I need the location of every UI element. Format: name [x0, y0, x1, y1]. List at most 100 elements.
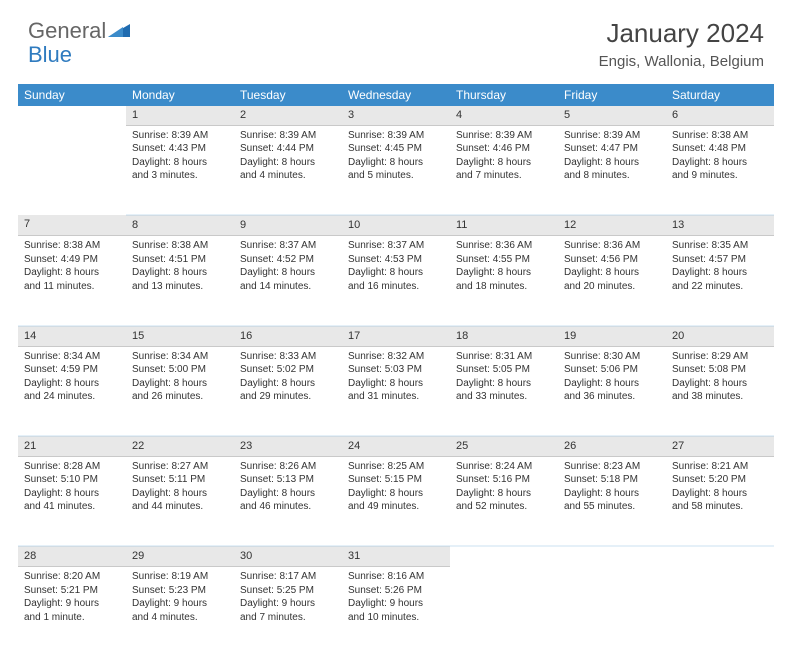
sunset-text: Sunset: 5:18 PM — [564, 473, 660, 487]
daylight-text: Daylight: 8 hours — [456, 377, 552, 391]
day-data-cell: Sunrise: 8:35 AMSunset: 4:57 PMDaylight:… — [666, 236, 774, 326]
daylight-text: Daylight: 8 hours — [348, 487, 444, 501]
day-number-cell: 8 — [126, 215, 234, 235]
day-data-row: Sunrise: 8:28 AMSunset: 5:10 PMDaylight:… — [18, 456, 774, 546]
weekday-header: Tuesday — [234, 84, 342, 106]
day-number-cell: 1 — [126, 106, 234, 125]
sunrise-text: Sunrise: 8:16 AM — [348, 570, 444, 584]
day-number-cell: 5 — [558, 106, 666, 125]
daylight-text: and 38 minutes. — [672, 390, 768, 404]
day-data-cell: Sunrise: 8:39 AMSunset: 4:46 PMDaylight:… — [450, 125, 558, 215]
sunset-text: Sunset: 4:51 PM — [132, 253, 228, 267]
day-data-row: Sunrise: 8:39 AMSunset: 4:43 PMDaylight:… — [18, 125, 774, 215]
day-data-cell: Sunrise: 8:30 AMSunset: 5:06 PMDaylight:… — [558, 346, 666, 436]
daylight-text: and 52 minutes. — [456, 500, 552, 514]
sunrise-text: Sunrise: 8:25 AM — [348, 460, 444, 474]
sunset-text: Sunset: 4:45 PM — [348, 142, 444, 156]
daylight-text: and 58 minutes. — [672, 500, 768, 514]
page-title: January 2024 — [599, 18, 764, 49]
day-number-cell: 26 — [558, 436, 666, 456]
sunrise-text: Sunrise: 8:17 AM — [240, 570, 336, 584]
sunrise-text: Sunrise: 8:39 AM — [456, 129, 552, 143]
day-data-cell: Sunrise: 8:29 AMSunset: 5:08 PMDaylight:… — [666, 346, 774, 436]
sunrise-text: Sunrise: 8:27 AM — [132, 460, 228, 474]
sunset-text: Sunset: 4:43 PM — [132, 142, 228, 156]
weekday-header: Thursday — [450, 84, 558, 106]
day-number-row: 21222324252627 — [18, 436, 774, 456]
sunrise-text: Sunrise: 8:39 AM — [564, 129, 660, 143]
daylight-text: and 13 minutes. — [132, 280, 228, 294]
sunrise-text: Sunrise: 8:34 AM — [132, 350, 228, 364]
sunset-text: Sunset: 5:06 PM — [564, 363, 660, 377]
sunset-text: Sunset: 4:57 PM — [672, 253, 768, 267]
daylight-text: Daylight: 8 hours — [240, 156, 336, 170]
day-data-cell: Sunrise: 8:27 AMSunset: 5:11 PMDaylight:… — [126, 456, 234, 546]
sunrise-text: Sunrise: 8:37 AM — [348, 239, 444, 253]
daylight-text: and 1 minute. — [24, 611, 120, 625]
calendar-table: SundayMondayTuesdayWednesdayThursdayFrid… — [18, 84, 774, 657]
sunrise-text: Sunrise: 8:19 AM — [132, 570, 228, 584]
title-block: January 2024 Engis, Wallonia, Belgium — [599, 18, 764, 70]
daylight-text: Daylight: 8 hours — [456, 487, 552, 501]
daylight-text: and 18 minutes. — [456, 280, 552, 294]
sunset-text: Sunset: 4:53 PM — [348, 253, 444, 267]
sunset-text: Sunset: 5:08 PM — [672, 363, 768, 377]
day-number-cell: 25 — [450, 436, 558, 456]
day-data-cell: Sunrise: 8:34 AMSunset: 5:00 PMDaylight:… — [126, 346, 234, 436]
daylight-text: Daylight: 8 hours — [564, 266, 660, 280]
day-number-cell — [18, 106, 126, 125]
sunrise-text: Sunrise: 8:30 AM — [564, 350, 660, 364]
daylight-text: Daylight: 8 hours — [132, 377, 228, 391]
logo: General — [28, 18, 130, 44]
day-data-cell: Sunrise: 8:24 AMSunset: 5:16 PMDaylight:… — [450, 456, 558, 546]
daylight-text: and 14 minutes. — [240, 280, 336, 294]
sunrise-text: Sunrise: 8:33 AM — [240, 350, 336, 364]
day-number-cell: 27 — [666, 436, 774, 456]
day-data-cell: Sunrise: 8:39 AMSunset: 4:45 PMDaylight:… — [342, 125, 450, 215]
day-number-cell: 21 — [18, 436, 126, 456]
daylight-text: and 4 minutes. — [132, 611, 228, 625]
sunset-text: Sunset: 5:15 PM — [348, 473, 444, 487]
day-number-cell: 15 — [126, 326, 234, 346]
daylight-text: and 36 minutes. — [564, 390, 660, 404]
daylight-text: and 7 minutes. — [240, 611, 336, 625]
daylight-text: and 4 minutes. — [240, 169, 336, 183]
header: General January 2024 Engis, Wallonia, Be… — [0, 0, 792, 78]
daylight-text: Daylight: 8 hours — [348, 377, 444, 391]
day-number-cell: 23 — [234, 436, 342, 456]
daylight-text: and 29 minutes. — [240, 390, 336, 404]
day-number-cell: 4 — [450, 106, 558, 125]
weekday-header: Saturday — [666, 84, 774, 106]
daylight-text: Daylight: 8 hours — [240, 377, 336, 391]
day-number-cell: 13 — [666, 215, 774, 235]
daylight-text: Daylight: 8 hours — [132, 487, 228, 501]
daylight-text: and 26 minutes. — [132, 390, 228, 404]
day-number-cell: 31 — [342, 546, 450, 566]
sunset-text: Sunset: 4:56 PM — [564, 253, 660, 267]
day-number-row: 14151617181920 — [18, 326, 774, 346]
day-data-cell: Sunrise: 8:21 AMSunset: 5:20 PMDaylight:… — [666, 456, 774, 546]
daylight-text: Daylight: 8 hours — [672, 156, 768, 170]
sunset-text: Sunset: 5:00 PM — [132, 363, 228, 377]
day-data-cell: Sunrise: 8:23 AMSunset: 5:18 PMDaylight:… — [558, 456, 666, 546]
sunrise-text: Sunrise: 8:38 AM — [672, 129, 768, 143]
sunset-text: Sunset: 4:55 PM — [456, 253, 552, 267]
daylight-text: Daylight: 8 hours — [672, 266, 768, 280]
sunset-text: Sunset: 5:26 PM — [348, 584, 444, 598]
day-data-cell: Sunrise: 8:38 AMSunset: 4:51 PMDaylight:… — [126, 236, 234, 326]
sunset-text: Sunset: 4:52 PM — [240, 253, 336, 267]
daylight-text: and 49 minutes. — [348, 500, 444, 514]
day-number-row: 123456 — [18, 106, 774, 125]
daylight-text: and 16 minutes. — [348, 280, 444, 294]
sunrise-text: Sunrise: 8:21 AM — [672, 460, 768, 474]
daylight-text: Daylight: 8 hours — [456, 156, 552, 170]
daylight-text: and 41 minutes. — [24, 500, 120, 514]
day-data-cell: Sunrise: 8:39 AMSunset: 4:47 PMDaylight:… — [558, 125, 666, 215]
logo-text-1: General — [28, 18, 106, 44]
daylight-text: and 7 minutes. — [456, 169, 552, 183]
daylight-text: Daylight: 8 hours — [132, 156, 228, 170]
day-data-cell: Sunrise: 8:36 AMSunset: 4:55 PMDaylight:… — [450, 236, 558, 326]
day-number-cell — [666, 546, 774, 566]
day-number-cell: 6 — [666, 106, 774, 125]
weekday-header: Wednesday — [342, 84, 450, 106]
